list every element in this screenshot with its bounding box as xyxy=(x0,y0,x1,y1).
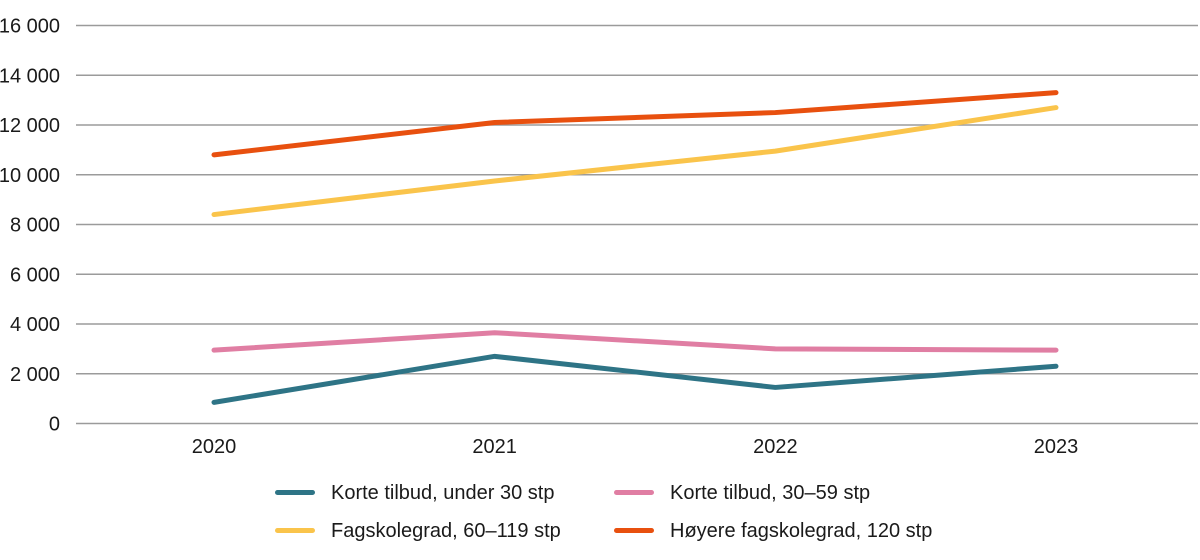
y-tick-label: 4 000 xyxy=(10,314,60,336)
y-tick-label: 2 000 xyxy=(10,364,60,386)
legend-label: Høyere fagskolegrad, 120 stp xyxy=(670,519,933,542)
y-tick-label: 6 000 xyxy=(10,264,60,286)
legend-swatch-icon xyxy=(275,490,315,495)
chart-legend: Korte tilbud, under 30 stp Korte tilbud, … xyxy=(275,480,932,543)
y-tick-label: 16 000 xyxy=(0,16,60,38)
legend-swatch-icon xyxy=(275,528,315,533)
y-tick-label: 14 000 xyxy=(0,65,60,87)
legend-item: Høyere fagskolegrad, 120 stp xyxy=(614,518,932,543)
y-tick-label: 0 xyxy=(49,414,60,436)
legend-item: Fagskolegrad, 60–119 stp xyxy=(275,518,614,543)
series-line xyxy=(211,330,1059,353)
y-tick-label: 12 000 xyxy=(0,115,60,137)
x-tick-label: 2021 xyxy=(472,436,517,458)
legend-label: Fagskolegrad, 60–119 stp xyxy=(331,519,561,542)
legend-item: Korte tilbud, under 30 stp xyxy=(275,480,614,505)
legend-swatch-icon xyxy=(614,490,654,495)
series-line xyxy=(211,353,1059,405)
legend-swatch-icon xyxy=(614,528,654,533)
plot-area: 0 2 000 4 000 6 000 8 000 10 000 12 000 14 000 1… xyxy=(0,16,1198,458)
series-line xyxy=(211,90,1059,158)
series-line xyxy=(211,105,1059,218)
x-tick-label: 2020 xyxy=(192,436,237,458)
legend-item: Korte tilbud, 30–59 stp xyxy=(614,480,932,505)
y-tick-label: 8 000 xyxy=(10,215,60,237)
y-tick-label: 10 000 xyxy=(0,165,60,187)
x-tick-label: 2023 xyxy=(1034,436,1079,458)
legend-label: Korte tilbud, 30–59 stp xyxy=(670,481,871,504)
x-tick-label: 2022 xyxy=(753,436,798,458)
legend-label: Korte tilbud, under 30 stp xyxy=(331,481,555,504)
